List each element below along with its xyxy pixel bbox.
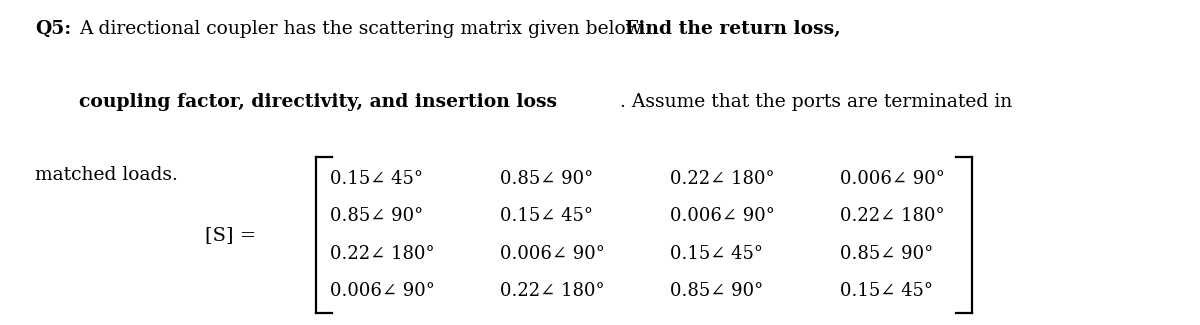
Text: 0.85∠ 90°: 0.85∠ 90° — [330, 207, 424, 225]
Text: 0.006∠ 90°: 0.006∠ 90° — [500, 245, 605, 263]
Text: 0.22∠ 180°: 0.22∠ 180° — [840, 207, 944, 225]
Text: 0.22∠ 180°: 0.22∠ 180° — [670, 170, 775, 188]
Text: 0.85∠ 90°: 0.85∠ 90° — [840, 245, 934, 263]
Text: 0.15∠ 45°: 0.15∠ 45° — [670, 245, 763, 263]
Text: . Assume that the ports are terminated in: . Assume that the ports are terminated i… — [620, 93, 1013, 111]
Text: 0.15∠ 45°: 0.15∠ 45° — [840, 282, 934, 300]
Text: 0.85∠ 90°: 0.85∠ 90° — [670, 282, 763, 300]
Text: Find the return loss,: Find the return loss, — [625, 20, 841, 38]
Text: matched loads.: matched loads. — [35, 166, 178, 184]
Text: coupling factor, directivity, and insertion loss: coupling factor, directivity, and insert… — [79, 93, 557, 111]
Text: 0.22∠ 180°: 0.22∠ 180° — [500, 282, 605, 300]
Text: [S] =: [S] = — [205, 226, 257, 244]
Text: A directional coupler has the scattering matrix given below.: A directional coupler has the scattering… — [79, 20, 652, 38]
Text: 0.85∠ 90°: 0.85∠ 90° — [500, 170, 593, 188]
Text: Q5:: Q5: — [35, 20, 71, 38]
Text: 0.006∠ 90°: 0.006∠ 90° — [330, 282, 434, 300]
Text: 0.22∠ 180°: 0.22∠ 180° — [330, 245, 434, 263]
Text: 0.15∠ 45°: 0.15∠ 45° — [500, 207, 593, 225]
Text: 0.15∠ 45°: 0.15∠ 45° — [330, 170, 424, 188]
Text: 0.006∠ 90°: 0.006∠ 90° — [670, 207, 775, 225]
Text: 0.006∠ 90°: 0.006∠ 90° — [840, 170, 944, 188]
